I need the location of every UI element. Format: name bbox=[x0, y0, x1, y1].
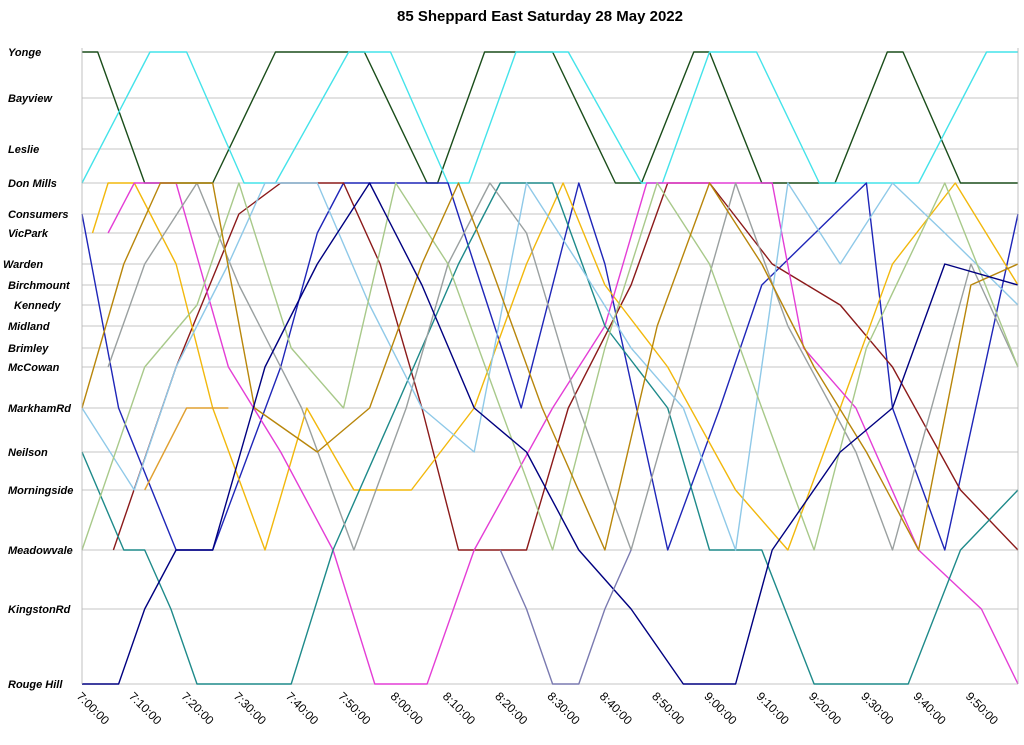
trip-line-14 bbox=[144, 407, 229, 491]
stop-label-morningside: Morningside bbox=[8, 485, 73, 497]
time-tick-label: 7:50:00 bbox=[335, 689, 373, 727]
stop-label-leslie: Leslie bbox=[8, 144, 39, 156]
stop-label-kennedy: Kennedy bbox=[14, 300, 61, 312]
time-tick-label: 8:30:00 bbox=[544, 689, 582, 727]
stop-label-bayview: Bayview bbox=[8, 93, 53, 105]
trip-line-7 bbox=[81, 182, 1019, 685]
stop-label-don-mills: Don Mills bbox=[8, 178, 57, 190]
trip-line-12 bbox=[82, 182, 1019, 685]
time-tick-label: 8:20:00 bbox=[492, 689, 530, 727]
trip-line-13 bbox=[499, 549, 632, 685]
stop-label-warden: Warden bbox=[3, 259, 43, 271]
stop-label-birchmount: Birchmount bbox=[8, 280, 71, 292]
time-tick-label: 7:30:00 bbox=[231, 689, 269, 727]
time-tick-label: 8:40:00 bbox=[597, 689, 635, 727]
time-tick-label: 7:10:00 bbox=[126, 689, 164, 727]
stop-label-markhamrd: MarkhamRd bbox=[8, 403, 71, 415]
stop-label-neilson: Neilson bbox=[8, 447, 48, 459]
trip-lines bbox=[81, 51, 1019, 685]
chart-title: 85 Sheppard East Saturday 28 May 2022 bbox=[397, 8, 683, 25]
time-tick-labels: 7:00:00 7:10:00 7:20:00 7:30:00 7:40:00 7:50:… bbox=[74, 689, 1001, 727]
stop-label-vicpark: VicPark bbox=[8, 228, 49, 240]
trip-line-4 bbox=[112, 182, 1019, 551]
stop-label-consumers: Consumers bbox=[8, 209, 69, 221]
trip-line-6 bbox=[107, 182, 1019, 685]
trip-line-5 bbox=[91, 182, 1019, 551]
stop-label-midland: Midland bbox=[8, 321, 50, 333]
time-tick-label: 9:10:00 bbox=[754, 689, 792, 727]
time-tick-label: 8:00:00 bbox=[388, 689, 426, 727]
stop-label-rouge-hill: Rouge Hill bbox=[8, 679, 63, 691]
time-tick-label: 9:00:00 bbox=[701, 689, 739, 727]
trip-line-10 bbox=[81, 182, 1019, 551]
time-tick-label: 9:40:00 bbox=[911, 689, 949, 727]
time-tick-label: 9:20:00 bbox=[806, 689, 844, 727]
trip-line-1 bbox=[82, 51, 1018, 184]
stop-label-meadowvale: Meadowvale bbox=[8, 545, 73, 557]
time-tick-label: 7:20:00 bbox=[178, 689, 216, 727]
time-tick-label: 7:40:00 bbox=[283, 689, 321, 727]
time-tick-label: 8:50:00 bbox=[649, 689, 687, 727]
stop-label-yonge: Yonge bbox=[8, 47, 41, 59]
trip-line-8 bbox=[107, 182, 1019, 551]
time-tick-label: 8:10:00 bbox=[440, 689, 478, 727]
stop-labels: Yonge Bayview Leslie Don Mills Consumers VicP… bbox=[3, 47, 73, 691]
time-tick-label: 9:50:00 bbox=[963, 689, 1001, 727]
stop-label-brimley: Brimley bbox=[8, 343, 49, 355]
trip-line-2 bbox=[81, 51, 1018, 184]
stop-label-kingstonrd: KingstonRd bbox=[8, 604, 71, 616]
gridlines bbox=[82, 51, 1018, 685]
time-tick-label: 7:00:00 bbox=[74, 689, 112, 727]
time-tick-label: 9:30:00 bbox=[858, 689, 896, 727]
stop-label-mccowan: McCowan bbox=[8, 362, 60, 374]
